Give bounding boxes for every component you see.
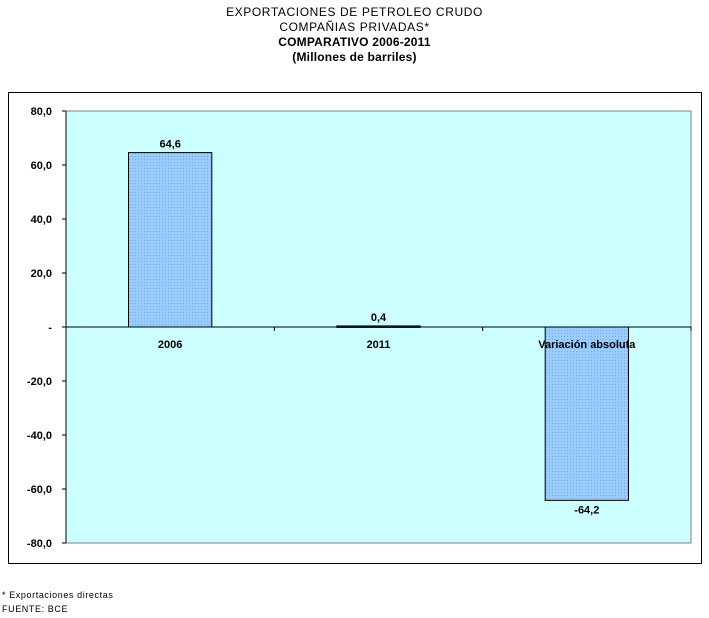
category-label: 2006 [158, 339, 182, 351]
data-label: -64,2 [574, 504, 599, 516]
category-label: 2011 [367, 339, 391, 351]
chart-period: COMPARATIVO 2006-2011 [278, 35, 431, 49]
footnote-source: FUENTE: BCE [2, 604, 69, 614]
data-label: 64,6 [159, 139, 180, 151]
footnotes: * Exportaciones directas FUENTE: BCE [2, 588, 113, 616]
chart-subtitle: COMPAÑIAS PRIVADAS* [279, 20, 430, 34]
y-tick-label: 80,0 [31, 106, 52, 118]
y-tick-label: -80,0 [27, 538, 52, 550]
y-tick-label: - [48, 322, 52, 334]
category-label: Variación absoluta [538, 339, 636, 351]
data-label: 0,4 [371, 312, 387, 324]
bar [128, 152, 213, 328]
y-tick-label: -20,0 [27, 376, 52, 388]
y-tick-label: -60,0 [27, 484, 52, 496]
y-tick-label: 20,0 [31, 268, 52, 280]
footnote-note: * Exportaciones directas [2, 590, 114, 600]
chart-title: EXPORTACIONES DE PETROLEO CRUDO [226, 5, 483, 19]
bar [544, 326, 630, 501]
chart-units: (Millones de barriles) [292, 50, 417, 64]
y-tick-label: 60,0 [31, 160, 52, 172]
y-tick-label: -40,0 [27, 430, 52, 442]
y-tick-label: 40,0 [31, 214, 52, 226]
chart-title-block: EXPORTACIONES DE PETROLEO CRUDO COMPAÑIA… [0, 5, 709, 65]
